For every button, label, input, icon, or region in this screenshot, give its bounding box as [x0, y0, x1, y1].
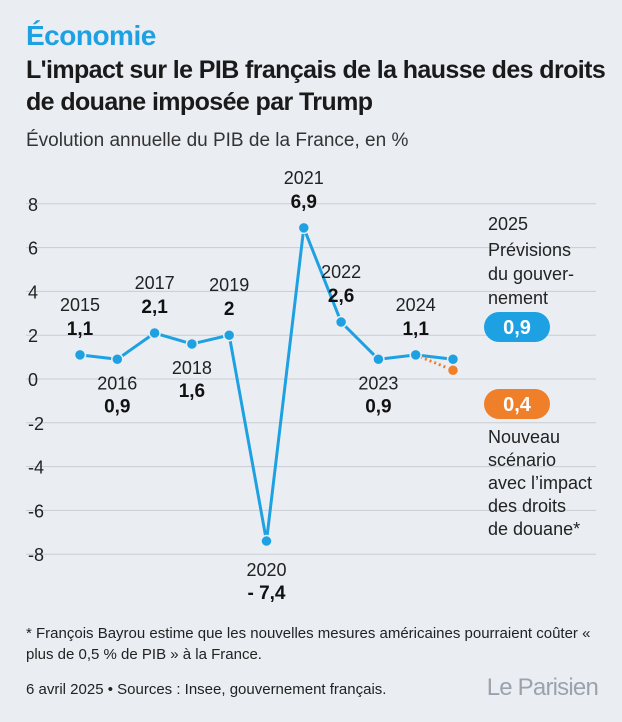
- y-tick-label: -4: [28, 458, 44, 478]
- data-point-2022: [334, 315, 348, 329]
- forecast-caption-line: Prévisions: [488, 240, 571, 260]
- data-point-2019: [222, 328, 236, 342]
- source-line: 6 avril 2025 • Sources : Insee, gouverne…: [26, 681, 387, 698]
- value-label-2017: 2,1: [141, 297, 168, 318]
- scenario-badge: [484, 389, 550, 419]
- forecast-caption-line: du gouver-: [488, 264, 574, 284]
- data-point-scenario-2025: [446, 363, 460, 377]
- year-label-2021: 2021: [284, 170, 324, 188]
- le-parisien-logo[interactable]: Le Parisien: [486, 674, 599, 701]
- scenario-caption-line: scénario: [488, 450, 556, 470]
- value-label-2022: 2,6: [328, 286, 354, 307]
- value-label-2024: 1,1: [402, 319, 429, 340]
- forecast-year-label: 2025: [488, 214, 528, 234]
- y-tick-label: -8: [28, 545, 44, 565]
- year-label-2018: 2018: [172, 358, 212, 378]
- y-tick-label: 6: [28, 239, 38, 259]
- y-tick-label: -6: [28, 501, 44, 521]
- data-point-2023: [372, 353, 385, 366]
- value-label-2021: 6,9: [291, 192, 317, 213]
- data-point-2017: [148, 326, 161, 340]
- scenario-caption-line: des droits: [488, 496, 566, 516]
- y-tick-label: 2: [28, 326, 38, 346]
- annotations: 2025 Prévisions du gouver-nement 0,9 0,4 Nouv…: [484, 214, 592, 539]
- footnote: * François Bayrou estime que les nouvell…: [26, 625, 591, 663]
- grid-lines: [26, 203, 596, 555]
- year-label-2024: 2024: [396, 295, 436, 315]
- y-tick-label: 8: [28, 195, 38, 215]
- gdp-line-chart: 8 6 4 2 0 -2 -4 -6 -8 2015 1,1 2016 0,9 2017 2,1 2018 1…: [26, 170, 596, 604]
- value-label-2019: 2: [224, 299, 235, 320]
- year-label-2022: 2022: [321, 262, 361, 282]
- chart-subtitle: Évolution annuelle du PIB de la France, …: [26, 130, 409, 151]
- page-title: L'impact sur le PIB français de la hauss…: [26, 56, 606, 116]
- data-point-2016: [111, 353, 124, 366]
- year-label-2017: 2017: [135, 273, 175, 293]
- data-point-2024: [409, 348, 422, 362]
- year-label-2016: 2016: [97, 373, 137, 393]
- scenario-caption-line: Nouveau: [488, 427, 560, 447]
- year-label-2020: 2020: [246, 560, 286, 580]
- forecast-caption-line: nement: [488, 288, 548, 308]
- value-label-2020: - 7,4: [247, 583, 285, 604]
- y-tick-label: 0: [28, 370, 38, 390]
- scenario-badge-value: 0,4: [503, 394, 532, 416]
- value-label-2018: 1,6: [179, 381, 205, 402]
- data-points: [73, 221, 460, 548]
- data-point-2020: [260, 534, 273, 548]
- forecast-badge-value: 0,9: [503, 317, 531, 339]
- value-label-2023: 0,9: [365, 396, 391, 417]
- value-label-2015: 1,1: [67, 319, 94, 340]
- year-label-2023: 2023: [358, 373, 398, 393]
- year-label-2019: 2019: [209, 275, 249, 295]
- year-label-2015: 2015: [60, 295, 100, 315]
- data-point-2015: [73, 348, 87, 362]
- y-tick-label: -2: [28, 414, 44, 434]
- value-label-2016: 0,9: [104, 396, 130, 417]
- data-point-2021: [297, 221, 311, 235]
- data-point-2025: [446, 353, 460, 366]
- y-tick-label: 4: [28, 282, 38, 302]
- scenario-caption-line: de douane*: [488, 519, 580, 539]
- section-rubric: Économie: [26, 20, 156, 51]
- y-axis-labels: 8 6 4 2 0 -2 -4 -6 -8: [28, 195, 44, 565]
- scenario-caption-line: avec l’impact: [488, 473, 592, 493]
- forecast-badge: [484, 312, 550, 342]
- series-line-scenario: [415, 353, 454, 372]
- point-labels: 2015 1,1 2016 0,9 2017 2,1 2018 1,6 2019 2 2020 - 7…: [60, 170, 436, 604]
- data-point-2018: [185, 337, 199, 351]
